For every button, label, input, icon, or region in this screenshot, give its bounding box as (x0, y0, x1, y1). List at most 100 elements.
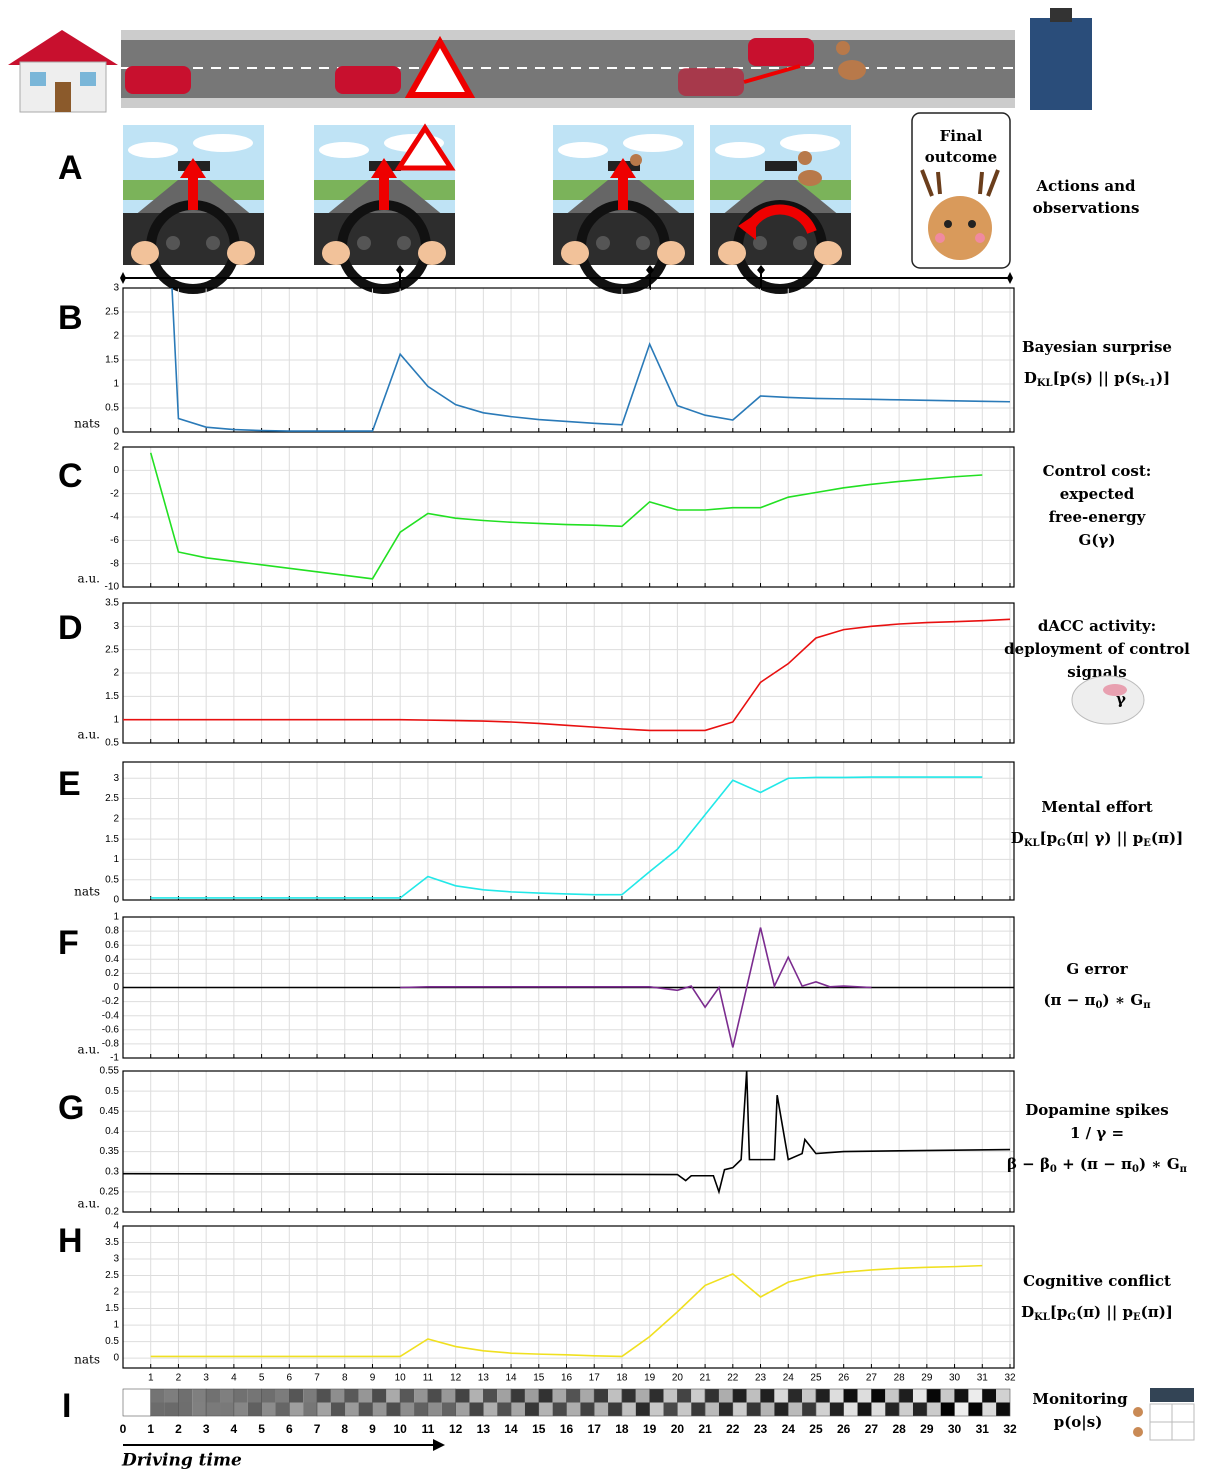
data-line (149, 452, 983, 580)
panel-label: Dopamine spikes (1025, 1101, 1168, 1119)
monitoring-cell (885, 1389, 900, 1403)
monitoring-cell (372, 1389, 387, 1403)
x-tick-label: 31 (976, 1422, 990, 1436)
monitoring-cell (760, 1389, 775, 1403)
x-tick-label: 10 (394, 1422, 408, 1436)
monitoring-cell (815, 1389, 830, 1403)
monitoring-cell (871, 1402, 886, 1416)
y-tick-label: 0.3 (105, 1166, 119, 1177)
panel-label: Monitoring (1032, 1390, 1128, 1408)
y-tick-label: 0.4 (105, 954, 119, 965)
formula-part: (π) || p (1076, 1303, 1133, 1321)
monitoring-cell (982, 1389, 997, 1403)
monitoring-cell (330, 1402, 345, 1416)
monitoring-cell (233, 1402, 248, 1416)
monitoring-cell (996, 1389, 1010, 1403)
y-tick-label: 1 (113, 912, 119, 923)
y-tick-label: 0.5 (105, 403, 119, 414)
y-tick-label: 2.5 (105, 307, 119, 318)
formula-part: (π)] (1141, 1303, 1173, 1321)
y-tick-label: 1 (113, 714, 119, 725)
monitoring-cell (746, 1389, 761, 1403)
monitoring-cell (538, 1389, 553, 1403)
monitoring-cell (400, 1389, 415, 1403)
y-tick-label: 0.4 (105, 1126, 119, 1137)
formula-subscript: KL (1037, 378, 1053, 389)
monitoring-cell (608, 1389, 622, 1403)
x-tick-label: 12 (450, 1373, 462, 1384)
formula-part: )] (1156, 369, 1170, 387)
monitoring-cell (580, 1402, 595, 1416)
x-tick-label: 28 (892, 1422, 906, 1436)
monitoring-cell (317, 1389, 331, 1403)
formula: (π − π0) ∗ Gπ (1043, 991, 1150, 1011)
x-tick-label: 21 (698, 1422, 712, 1436)
x-tick-label: 6 (287, 1373, 293, 1384)
monitoring-cell (912, 1389, 927, 1403)
monitoring-cell (372, 1402, 387, 1416)
monitoring-cell (427, 1389, 442, 1403)
panel-label: Actions and (1035, 177, 1136, 195)
y-tick-label: 2.5 (105, 644, 119, 655)
formula-part: + (π − π (1057, 1155, 1132, 1173)
y-tick-label: 0.55 (100, 1066, 120, 1077)
monitoring-cell (996, 1402, 1010, 1416)
formula-part: D (1011, 829, 1024, 847)
monitoring-cell (511, 1402, 525, 1416)
formula-subscript: E (1133, 1312, 1141, 1323)
monitoring-cell (455, 1389, 470, 1403)
formula-subscript: π (1180, 1164, 1187, 1175)
panel-letter: B (58, 299, 83, 337)
monitoring-cell (594, 1389, 609, 1403)
x-tick-label: 30 (949, 1373, 961, 1384)
monitoring-cell (524, 1402, 539, 1416)
monitoring-cell (635, 1402, 650, 1416)
monitoring-cell (829, 1402, 844, 1416)
monitoring-cell (275, 1389, 290, 1403)
legend-icon (1133, 1388, 1195, 1441)
monitoring-cell (746, 1402, 761, 1416)
monitoring-cell (178, 1402, 193, 1416)
formula-part: ) ∗ G (1103, 991, 1144, 1009)
panel-label: 1 / γ = (1070, 1124, 1124, 1142)
monitoring-cell (524, 1389, 539, 1403)
monitoring-cell (469, 1402, 484, 1416)
y-tick-label: -0.4 (102, 1010, 120, 1021)
y-tick-label: 2 (113, 1287, 119, 1298)
y-tick-label: -1 (110, 1053, 119, 1064)
y-tick-label: -4 (110, 512, 119, 523)
panel-letter: D (58, 609, 83, 647)
monitoring-cell (136, 1389, 151, 1403)
y-tick-label: 0.45 (100, 1106, 120, 1117)
x-tick-label: 27 (866, 1373, 878, 1384)
x-tick-label: 14 (506, 1373, 518, 1384)
monitoring-cell (427, 1402, 442, 1416)
y-tick-label: 0.2 (105, 1207, 119, 1218)
x-tick-label: 2 (175, 1422, 182, 1436)
monitoring-cell (414, 1389, 428, 1403)
unit-label: nats (74, 1353, 100, 1367)
monitoring-cell (206, 1402, 221, 1416)
final-outcome: Final (940, 127, 983, 145)
formula: DKL[pG(π| γ) || pE(π)] (1011, 829, 1183, 849)
x-tick-label: 23 (755, 1373, 767, 1384)
y-tick-label: 0.8 (105, 926, 119, 937)
y-tick-label: 4 (113, 1221, 119, 1232)
monitoring-cell (123, 1389, 137, 1403)
formula-part: β − β (1007, 1155, 1050, 1173)
monitoring-cell (178, 1389, 193, 1403)
x-tick-label: 25 (810, 1373, 822, 1384)
monitoring-cell (912, 1402, 927, 1416)
panel-label: observations (1033, 199, 1140, 217)
x-tick-label: 24 (782, 1422, 796, 1436)
monitoring-cell (303, 1402, 318, 1416)
panel-label: G error (1066, 960, 1128, 978)
monitoring-cell (926, 1402, 941, 1416)
formula-subscript: KL (1024, 838, 1040, 849)
monitoring-cell (289, 1402, 304, 1416)
x-tick-label: 11 (423, 1373, 434, 1384)
panel-label: expected (1060, 485, 1135, 503)
monitoring-cell (829, 1389, 844, 1403)
formula-part: ) ∗ G (1139, 1155, 1180, 1173)
x-tick-label: 3 (203, 1422, 210, 1436)
